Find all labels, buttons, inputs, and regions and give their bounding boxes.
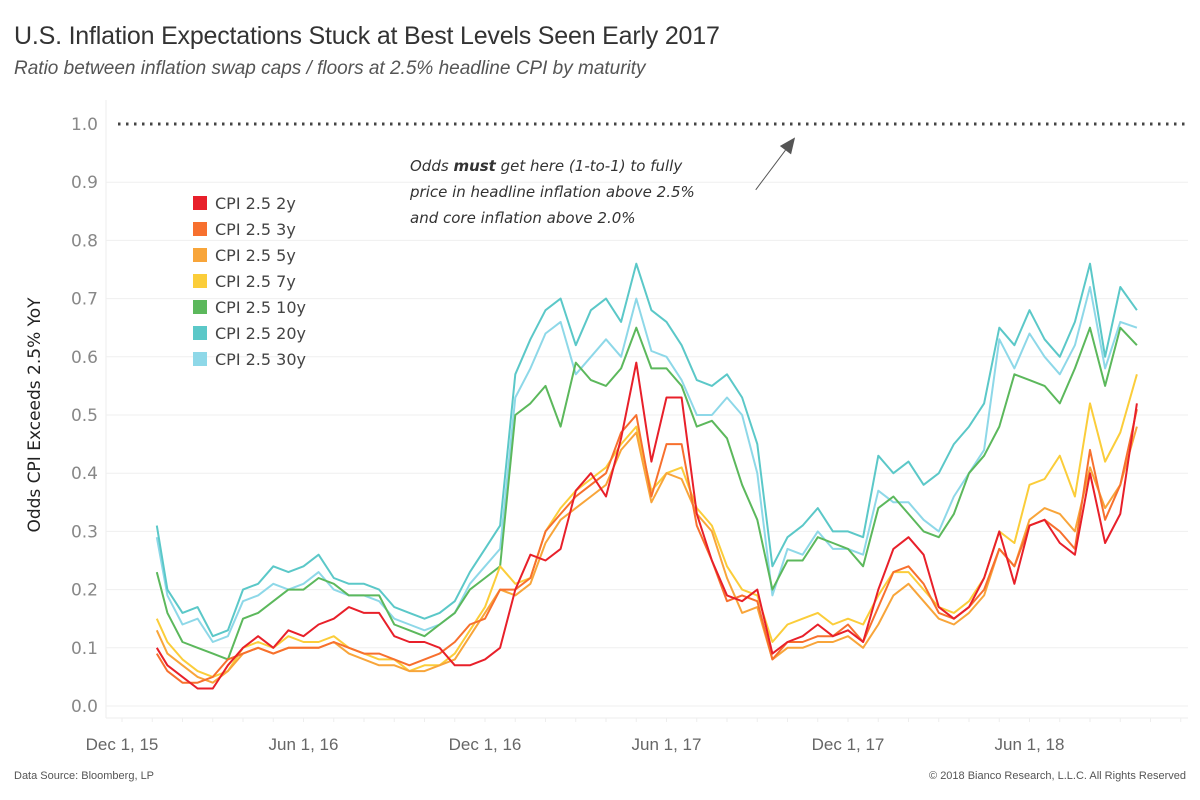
legend-swatch: [193, 352, 207, 366]
annotation-line-3: and core inflation above 2.0%: [410, 209, 636, 227]
y-axis: 0.0 0.1 0.2 0.3 0.4 0.5 0.6 0.7 0.8 0.9 1.0: [71, 115, 98, 717]
legend-swatch: [193, 196, 207, 210]
y-tick-label: 1.0: [71, 115, 98, 135]
x-tick-label: Jun 1, 16: [269, 735, 339, 754]
x-tick-label: Jun 1, 18: [995, 735, 1065, 754]
y-tick-label: 0.1: [71, 639, 98, 659]
y-tick-label: 0.0: [71, 697, 98, 717]
legend-label: CPI 2.5 7y: [215, 272, 296, 291]
series-line-cpi-2-5-7y: [155, 374, 1138, 678]
legend-label: CPI 2.5 3y: [215, 220, 296, 239]
legend-swatch: [193, 274, 207, 288]
series-lines: [155, 262, 1138, 690]
legend: CPI 2.5 2y CPI 2.5 3y CPI 2.5 5y CPI 2.5 7y…: [193, 194, 306, 369]
y-tick-label: 0.7: [71, 290, 98, 310]
y-tick-label: 0.3: [71, 522, 98, 542]
legend-label: CPI 2.5 5y: [215, 246, 296, 265]
legend-label: CPI 2.5 30y: [215, 350, 306, 369]
annotation-line-2: price in headline inflation above 2.5%: [409, 183, 695, 201]
y-tick-label: 0.4: [71, 464, 98, 484]
annotation-text: Odds: [410, 157, 453, 175]
annotation: Odds must get here (1-to-1) to fully pri…: [409, 137, 796, 227]
series-line-cpi-2-5-20y: [155, 262, 1138, 638]
legend-label: CPI 2.5 2y: [215, 194, 296, 213]
x-axis: Dec 1, 15 Jun 1, 16 Dec 1, 16 Jun 1, 17 Dec …: [86, 717, 1188, 754]
legend-swatch: [193, 300, 207, 314]
y-tick-label: 0.5: [71, 406, 98, 426]
legend-swatch: [193, 248, 207, 262]
x-tick-label: Jun 1, 17: [632, 735, 702, 754]
x-tick-label: Dec 1, 16: [449, 735, 522, 754]
chart-title: U.S. Inflation Expectations Stuck at Bes…: [14, 22, 720, 50]
arrow-head-icon: [779, 137, 796, 155]
y-axis-label: Odds CPI Exceeds 2.5% YoY: [25, 297, 45, 533]
annotation-text: get here (1-to-1) to fully: [496, 157, 683, 175]
data-source: Data Source: Bloomberg, LP: [14, 770, 155, 782]
x-tick-label: Dec 1, 15: [86, 735, 159, 754]
annotation-line-1: Odds must get here (1-to-1) to fully: [410, 157, 683, 175]
annotation-emphasis: must: [453, 157, 496, 175]
legend-swatch: [193, 222, 207, 236]
series-line-cpi-2-5-2y: [155, 361, 1138, 690]
y-tick-label: 0.9: [71, 173, 98, 193]
arrow-icon: [755, 149, 786, 191]
y-tick-label: 0.2: [71, 581, 98, 601]
y-tick-label: 0.6: [71, 348, 98, 368]
series-line-cpi-2-5-5y: [155, 426, 1138, 684]
legend-label: CPI 2.5 10y: [215, 298, 306, 317]
legend-label: CPI 2.5 20y: [215, 324, 306, 343]
series-line-cpi-2-5-10y: [155, 326, 1138, 661]
chart-subtitle: Ratio between inflation swap caps / floo…: [14, 58, 646, 79]
x-tick-label: Dec 1, 17: [812, 735, 885, 754]
copyright: © 2018 Bianco Research, L.L.C. All Right…: [929, 770, 1186, 782]
legend-swatch: [193, 326, 207, 340]
y-tick-label: 0.8: [71, 231, 98, 251]
